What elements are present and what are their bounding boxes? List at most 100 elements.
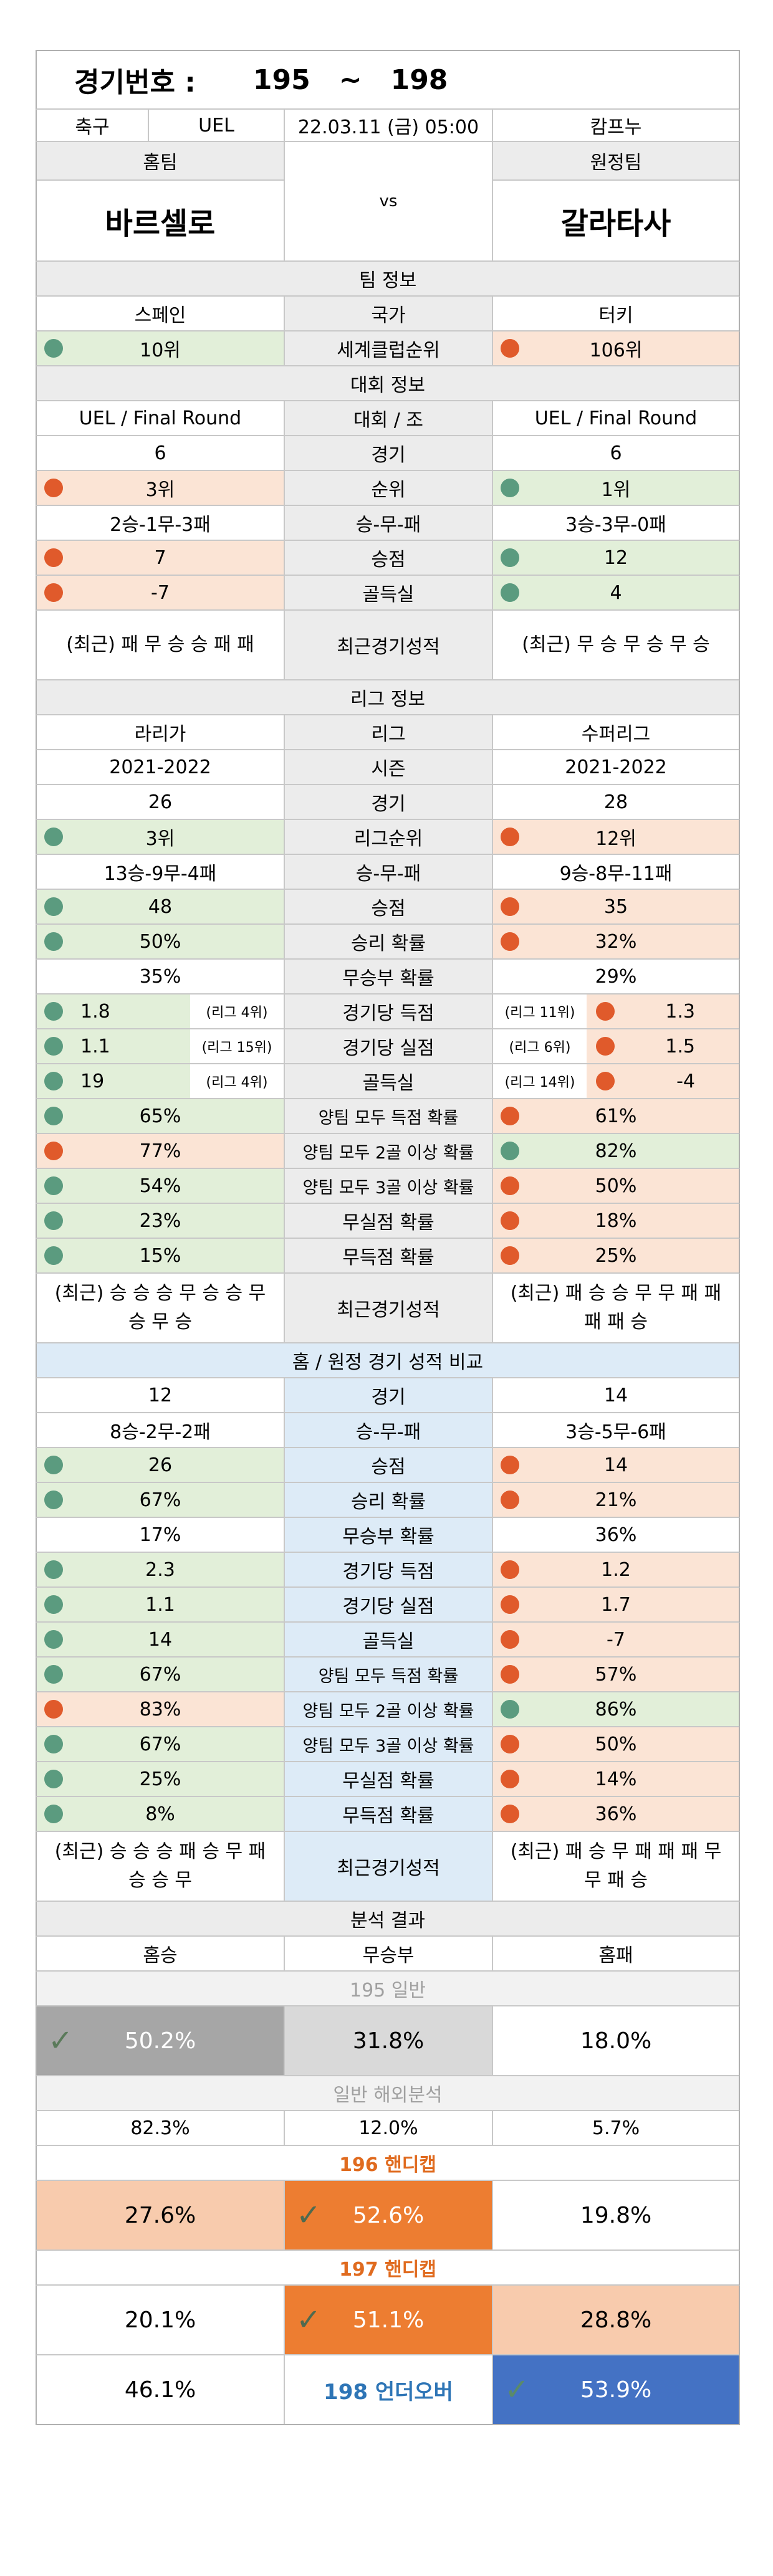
home-text: 67%	[139, 1663, 181, 1686]
stat-row: 1.8 (리그 4위) 경기당 득점 1.3 (리그 11위)	[36, 995, 740, 1029]
title-cell: 경기번호 : 195 ~ 198	[37, 51, 739, 108]
indicator-dot-icon	[596, 1037, 615, 1056]
home-value: 67%	[37, 1483, 285, 1517]
away-value: 14	[493, 1378, 739, 1412]
stat-row: -7 골득실 4	[36, 576, 740, 611]
stat-label: 무승부 확률	[285, 960, 493, 993]
home-text: 1.1	[145, 1593, 175, 1616]
title-label: 경기번호 :	[74, 67, 196, 98]
home-value: 23%	[37, 1204, 285, 1238]
indicator-dot-icon	[44, 1805, 63, 1823]
away-value: 50%	[493, 1169, 739, 1203]
overseas-win: 82.3%	[37, 2111, 285, 2145]
stat-label: 순위	[285, 471, 493, 505]
home-value: 3위	[37, 820, 285, 854]
stat-row: 67% 양팀 모두 3골 이상 확률 50%	[36, 1727, 740, 1762]
away-text: 1위	[601, 479, 631, 501]
g196-title: 196 핸디캡	[339, 2154, 436, 2176]
section-title: 분석 결과	[350, 1910, 425, 1932]
away-value: 21%	[493, 1483, 739, 1517]
stat-label: 승리 확률	[285, 925, 493, 958]
stat-label: 무실점 확률	[285, 1762, 493, 1796]
stat-row: UEL / Final Round 대회 / 조 UEL / Final Round	[36, 401, 740, 436]
g195-win-value: 50.2%	[124, 2028, 196, 2054]
draw-header: 무승부	[285, 1937, 493, 1970]
home-value: (최근) 승 승 승 무 승 승 무 승 무 승	[37, 1274, 285, 1342]
sport-cell: 축구	[37, 110, 149, 141]
away-value: 18%	[493, 1204, 739, 1238]
stat-label: 무득점 확률	[285, 1239, 493, 1272]
stat-row: (최근) 승 승 승 무 승 승 무 승 무 승 최근경기성적 (최근) 패 승 승…	[36, 1274, 740, 1343]
away-value: 25%	[493, 1239, 739, 1272]
home-value: 라리가	[37, 715, 285, 749]
home-text: 35%	[139, 965, 181, 988]
away-value: 터키	[493, 297, 739, 330]
g197-title: 197 핸디캡	[339, 2259, 436, 2281]
stat-row: 25% 무실점 확률 14%	[36, 1762, 740, 1797]
home-value: 35%	[37, 960, 285, 993]
away-rank-note: (리그 6위)	[493, 1029, 587, 1063]
away-text: UEL / Final Round	[534, 407, 698, 429]
away-value: (최근) 패 승 승 무 무 패 패 패 패 승	[493, 1274, 739, 1342]
stat-row: 35% 무승부 확률 29%	[36, 960, 740, 995]
stat-label: 양팀 모두 3골 이상 확률	[285, 1727, 493, 1761]
away-value: (최근) 패 승 무 패 패 패 무 무 패 승	[493, 1832, 739, 1901]
stat-label: 승-무-패	[285, 506, 493, 540]
away-text: 28	[603, 791, 628, 813]
indicator-dot-icon	[44, 1246, 63, 1265]
indicator-dot-icon	[501, 1700, 519, 1719]
stat-label: 승점	[285, 1448, 493, 1482]
indicator-dot-icon	[44, 1037, 63, 1056]
g197-row: 20.1% ✓ 51.1% 28.8%	[36, 2286, 740, 2355]
stat-row: 65% 양팀 모두 득점 확률 61%	[36, 1099, 740, 1134]
stat-label: 승점	[285, 541, 493, 575]
g197-draw: ✓ 51.1%	[285, 2286, 493, 2354]
away-value: 36%	[493, 1797, 739, 1831]
g195-loss: 18.0%	[580, 2028, 652, 2054]
stat-label: 골득실	[285, 1064, 493, 1098]
home-value: 65%	[37, 1099, 285, 1133]
away-value: 12위	[493, 820, 739, 854]
home-text: (최근) 승 승 승 무 승 승 무 승 무 승	[54, 1282, 266, 1333]
stat-row: 3위 리그순위 12위	[36, 820, 740, 855]
section-title: 팀 정보	[358, 270, 417, 292]
home-text: 2021-2022	[109, 756, 211, 778]
stat-label: 리그순위	[285, 820, 493, 854]
stat-row: 1.1 경기당 실점 1.7	[36, 1588, 740, 1623]
away-value: 32%	[493, 925, 739, 958]
home-value: 6	[37, 436, 285, 470]
home-text: 48	[148, 895, 173, 918]
indicator-dot-icon	[501, 828, 519, 846]
away-text: 50%	[595, 1733, 637, 1755]
home-value: 10위	[37, 332, 285, 365]
indicator-dot-icon	[44, 1665, 63, 1684]
home-value: 1.8 (리그 4위)	[37, 995, 285, 1028]
home-text: 3위	[145, 479, 175, 501]
away-value: 4	[493, 576, 739, 609]
stat-row: 10위 세계클럽순위 106위	[36, 332, 740, 366]
stat-row: 12 경기 14	[36, 1378, 740, 1413]
away-text: 106위	[589, 340, 643, 361]
stat-label: 양팀 모두 득점 확률	[285, 1099, 493, 1133]
teams-row: 홈팀 바르셀로 vs 원정팀 갈라타사	[36, 142, 740, 262]
home-text: 12	[148, 1384, 173, 1406]
stat-row: 48 승점 35	[36, 890, 740, 925]
away-value: 9승-8무-11패	[493, 855, 739, 889]
indicator-dot-icon	[44, 1630, 63, 1649]
indicator-dot-icon	[501, 932, 519, 951]
away-value: 29%	[493, 960, 739, 993]
home-text: 17%	[139, 1524, 181, 1546]
home-text: 23%	[139, 1209, 181, 1232]
home-text: 13승-9무-4패	[103, 863, 217, 885]
stat-row: 19 (리그 4위) 골득실 -4 (리그 14위)	[36, 1064, 740, 1099]
indicator-dot-icon	[501, 583, 519, 602]
indicator-dot-icon	[44, 1735, 63, 1753]
g195-title: 195 일반	[350, 1980, 426, 2001]
section-analysis: 분석 결과	[36, 1902, 740, 1937]
league-cell: UEL	[149, 110, 285, 141]
stat-label: 경기당 실점	[285, 1588, 493, 1621]
home-text: 스페인	[134, 305, 186, 327]
away-text: 36%	[595, 1524, 637, 1546]
away-text: 12위	[595, 828, 636, 850]
stat-label: 최근경기성적	[285, 611, 493, 679]
